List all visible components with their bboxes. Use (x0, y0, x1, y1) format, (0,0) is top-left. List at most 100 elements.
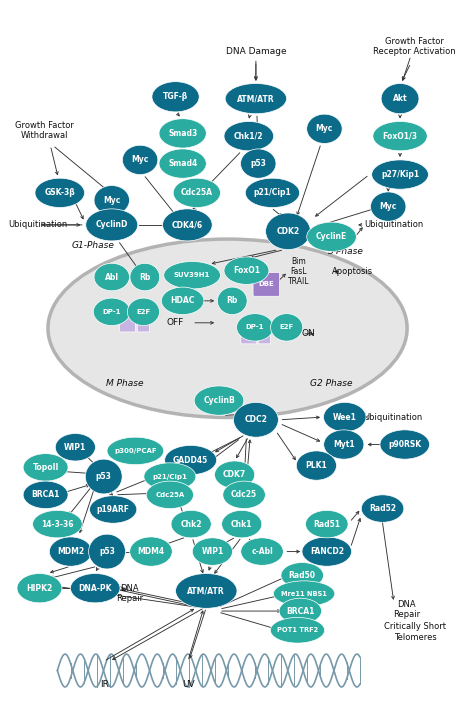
Text: POT1 TRF2: POT1 TRF2 (277, 627, 318, 633)
Ellipse shape (55, 433, 95, 461)
Text: BRCA1: BRCA1 (31, 491, 60, 499)
Ellipse shape (107, 437, 164, 465)
Ellipse shape (144, 463, 196, 490)
Text: S-Phase: S-Phase (328, 247, 364, 256)
Ellipse shape (122, 145, 158, 174)
Ellipse shape (302, 537, 352, 566)
Ellipse shape (130, 263, 160, 291)
Text: Growth Factor
Withdrawal: Growth Factor Withdrawal (15, 121, 73, 140)
Text: FoxO1/3: FoxO1/3 (383, 131, 418, 140)
Text: CyclinE: CyclinE (316, 232, 347, 241)
Ellipse shape (85, 459, 122, 494)
Text: DNA
Repair: DNA Repair (116, 584, 143, 604)
Ellipse shape (307, 222, 356, 251)
Text: Cdc25A: Cdc25A (181, 189, 213, 198)
Text: c-Abl: c-Abl (251, 547, 273, 556)
Ellipse shape (146, 481, 193, 508)
Ellipse shape (361, 495, 404, 522)
Ellipse shape (130, 537, 172, 566)
Ellipse shape (306, 510, 348, 538)
Text: CyclinD: CyclinD (96, 220, 128, 229)
Text: DP-1: DP-1 (102, 309, 121, 315)
Text: UV: UV (182, 680, 195, 689)
Ellipse shape (93, 298, 130, 325)
Text: OFF: OFF (167, 318, 184, 328)
Text: WIP1: WIP1 (64, 443, 86, 452)
Ellipse shape (94, 186, 129, 215)
Ellipse shape (241, 538, 283, 566)
Text: p53: p53 (250, 159, 266, 168)
FancyBboxPatch shape (253, 273, 280, 297)
Text: TopoII: TopoII (32, 463, 59, 472)
Text: TGF-β: TGF-β (163, 92, 188, 101)
Text: Wee1: Wee1 (333, 412, 357, 421)
Text: p90RSK: p90RSK (388, 440, 421, 449)
Text: CDK7: CDK7 (223, 470, 246, 479)
Text: ON: ON (301, 329, 315, 338)
Ellipse shape (192, 538, 233, 566)
Text: G1-Phase: G1-Phase (72, 241, 114, 251)
Text: Mre11 NBS1: Mre11 NBS1 (281, 591, 327, 597)
Ellipse shape (173, 178, 220, 208)
Text: Chk1/2: Chk1/2 (234, 131, 264, 140)
Text: p19ARF: p19ARF (97, 505, 130, 514)
Ellipse shape (373, 121, 427, 151)
Ellipse shape (265, 213, 310, 250)
Text: Myc: Myc (103, 196, 120, 205)
Text: CDK2: CDK2 (276, 227, 300, 236)
Text: CDK4/6: CDK4/6 (172, 220, 203, 229)
Text: Chk2: Chk2 (181, 520, 202, 529)
Ellipse shape (240, 149, 276, 178)
Ellipse shape (381, 83, 419, 114)
Ellipse shape (23, 481, 68, 508)
Ellipse shape (33, 510, 82, 538)
Ellipse shape (159, 119, 206, 148)
Text: Cdc25A: Cdc25A (155, 492, 184, 498)
Text: E2F: E2F (280, 324, 294, 330)
Ellipse shape (307, 114, 342, 143)
Text: p300/PCAF: p300/PCAF (114, 448, 157, 454)
Ellipse shape (372, 160, 428, 189)
Ellipse shape (49, 537, 92, 566)
Text: Ubiquitination: Ubiquitination (364, 412, 423, 421)
Ellipse shape (224, 121, 273, 151)
Text: ATM/ATR: ATM/ATR (188, 587, 225, 595)
Text: SUV39H1: SUV39H1 (174, 273, 210, 278)
Text: Abl: Abl (105, 273, 119, 282)
Text: Akt: Akt (393, 94, 407, 103)
Ellipse shape (281, 563, 323, 588)
Ellipse shape (48, 239, 407, 417)
Text: HDAC: HDAC (171, 297, 195, 305)
Ellipse shape (23, 454, 68, 481)
Text: IR: IR (100, 680, 109, 689)
Text: Apoptosis: Apoptosis (331, 267, 373, 276)
Text: FANCD2: FANCD2 (310, 547, 344, 556)
Ellipse shape (223, 481, 265, 508)
Ellipse shape (86, 209, 138, 241)
Ellipse shape (164, 261, 220, 289)
Ellipse shape (128, 298, 159, 325)
Ellipse shape (159, 149, 206, 178)
FancyBboxPatch shape (137, 312, 150, 332)
Ellipse shape (371, 192, 406, 221)
Ellipse shape (94, 263, 129, 291)
Text: Myc: Myc (131, 155, 149, 164)
Text: Growth Factor
Receptor Activation: Growth Factor Receptor Activation (373, 37, 456, 56)
Ellipse shape (17, 573, 62, 603)
Text: MDM4: MDM4 (137, 547, 164, 556)
Ellipse shape (296, 451, 337, 480)
Ellipse shape (171, 510, 211, 538)
Text: G2 Phase: G2 Phase (310, 378, 353, 388)
Text: p27/Kip1: p27/Kip1 (381, 170, 419, 179)
Text: Rad51: Rad51 (313, 520, 340, 529)
Text: DNA
Repair: DNA Repair (393, 599, 420, 619)
Ellipse shape (237, 313, 273, 341)
Ellipse shape (164, 445, 217, 474)
Ellipse shape (273, 581, 335, 606)
Ellipse shape (222, 510, 262, 538)
Text: CyclinB: CyclinB (203, 396, 235, 405)
Text: M Phase: M Phase (106, 378, 143, 388)
Text: Bim
FasL
TRAIL: Bim FasL TRAIL (288, 257, 310, 287)
Text: Myc: Myc (380, 202, 397, 211)
Text: Rad50: Rad50 (289, 571, 316, 580)
